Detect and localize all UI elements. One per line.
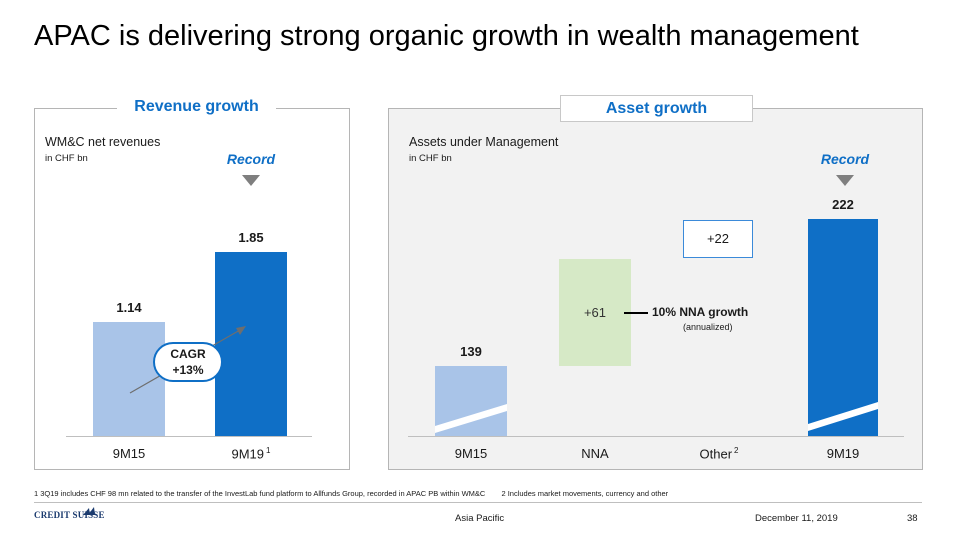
asset-category-9m19: 9M19	[826, 446, 860, 461]
asset-bar-9m19	[808, 219, 878, 436]
revenue-baseline	[66, 436, 312, 437]
asset-metric-unit: in CHF bn	[409, 153, 452, 164]
asset-record-arrow-icon	[836, 175, 854, 186]
cagr-badge: CAGR +13%	[153, 342, 223, 382]
revenue-metric-title: WM&C net revenues	[45, 135, 161, 149]
footer-section: Asia Pacific	[455, 513, 505, 524]
asset-metric-title: Assets under Management	[409, 135, 559, 149]
revenue-category-9m15: 9M15	[112, 446, 146, 461]
nna-connector-line	[624, 312, 648, 314]
nna-delta-value: +61	[583, 305, 607, 320]
nna-growth-note: (annualized)	[683, 322, 733, 332]
revenue-panel-header: Revenue growth	[117, 96, 276, 118]
asset-bar-other: +22	[683, 220, 753, 258]
asset-record-label: Record	[820, 151, 870, 167]
revenue-record-label: Record	[226, 151, 276, 167]
revenue-bar-value-9m15: 1.14	[116, 300, 142, 315]
asset-bar-value-9m19: 222	[832, 197, 854, 212]
revenue-bar-9m19	[215, 252, 287, 436]
revenue-record-arrow-icon	[242, 175, 260, 186]
footer-date: December 11, 2019	[755, 513, 838, 524]
asset-bar-nna	[559, 259, 631, 366]
cagr-value: +13%	[172, 363, 204, 377]
slide-title: APAC is delivering strong organic growth…	[34, 20, 859, 52]
asset-category-9m15: 9M15	[454, 446, 488, 461]
asset-category-nna: NNA	[581, 446, 609, 461]
nna-growth-label: 10% NNA growth	[652, 305, 749, 319]
footnote-2: 2 Includes market movements, currency an…	[501, 489, 669, 498]
footer-divider	[34, 502, 922, 503]
footnotes: 1 3Q19 includes CHF 98 mn related to the…	[34, 489, 668, 498]
asset-panel-header: Asset growth	[560, 95, 753, 122]
asset-category-other: Other 2	[699, 446, 739, 462]
credit-suisse-logo: CREDIT SUISSE	[34, 510, 105, 520]
revenue-metric-unit: in CHF bn	[45, 153, 88, 164]
sails-logo-icon	[83, 507, 95, 515]
revenue-category-9m19: 9M19 1	[231, 446, 271, 462]
cagr-label: CAGR	[170, 347, 206, 361]
revenue-bar-value-9m19: 1.85	[238, 230, 264, 245]
other-delta-value: +22	[706, 231, 730, 246]
page-number: 38	[907, 513, 918, 524]
asset-baseline	[408, 436, 904, 437]
revenue-bar-9m15	[93, 322, 165, 436]
footnote-1: 1 3Q19 includes CHF 98 mn related to the…	[34, 489, 486, 498]
asset-bar-value-9m15: 139	[460, 344, 482, 359]
